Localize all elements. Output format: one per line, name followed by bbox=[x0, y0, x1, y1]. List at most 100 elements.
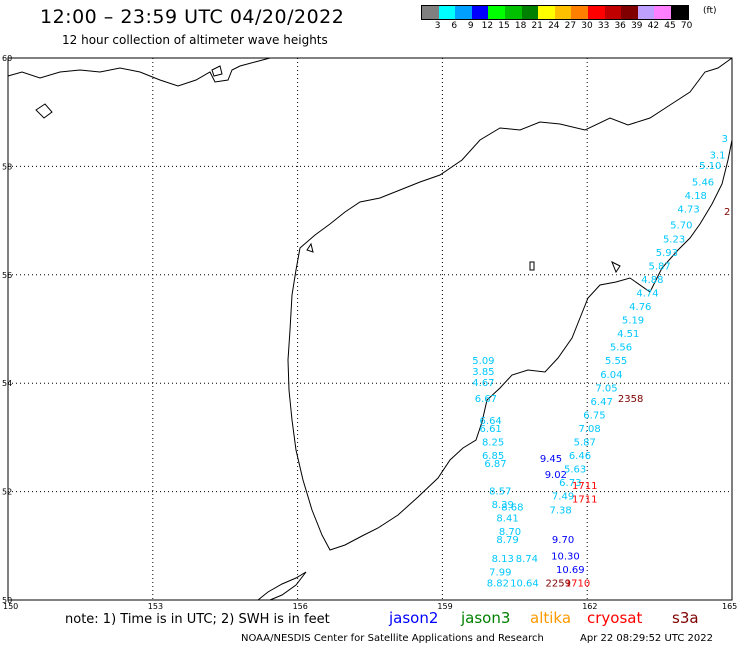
wave-height-value: 6.75 bbox=[583, 410, 605, 421]
okhotsk-north-coast bbox=[7, 57, 271, 87]
wave-height-value: 5.63 bbox=[564, 465, 586, 476]
wave-height-value: 6.73 bbox=[559, 478, 581, 489]
legend-tick-label: 18 bbox=[514, 21, 527, 31]
coastline bbox=[7, 57, 733, 601]
legend-tick-label: 21 bbox=[531, 21, 543, 31]
satellite-legend-cryosat: cryosat bbox=[587, 609, 643, 627]
wave-height-value: 8.41 bbox=[496, 513, 518, 524]
island-4 bbox=[611, 260, 621, 274]
legend-tick-label: 24 bbox=[548, 21, 560, 31]
wave-height-value: 5.87 bbox=[574, 438, 596, 449]
wave-height-value: 1711 bbox=[572, 481, 597, 492]
wave-height-value: 4.88 bbox=[641, 275, 663, 286]
legend-tick-label: 30 bbox=[581, 21, 593, 31]
latitude-label: 52 bbox=[2, 488, 12, 497]
legend-swatch bbox=[587, 6, 605, 19]
wave-height-legend: 3 6 9 12 15 18 21 24 27 30 33 36 39 42 45 70 (ft) bbox=[421, 5, 717, 32]
wave-height-value: 9.02 bbox=[545, 470, 567, 481]
wave-height-value: 6.04 bbox=[600, 370, 622, 381]
legend-swatch bbox=[670, 6, 688, 19]
wave-height-value: 9.70 bbox=[552, 535, 574, 546]
legend-swatch bbox=[504, 6, 522, 19]
legend-tick-label: 15 bbox=[498, 21, 510, 31]
legend-swatch bbox=[654, 6, 671, 19]
wave-height-value: 4.73 bbox=[677, 204, 699, 215]
legend-swatch bbox=[637, 6, 655, 19]
longitude-label: 162 bbox=[582, 602, 597, 611]
wave-height-value: 5.19 bbox=[622, 316, 644, 327]
kamchatka-coastline bbox=[287, 57, 733, 551]
legend-color-bar bbox=[421, 5, 689, 20]
wave-height-value: 6.85 bbox=[482, 451, 504, 462]
wave-height-value: 1711 bbox=[572, 494, 597, 505]
legend-tick-label: 12 bbox=[481, 21, 494, 31]
satellite-legend-jason3: jason3 bbox=[461, 609, 511, 627]
legend-tick-label: 39 bbox=[631, 21, 643, 31]
wave-height-value: 5.09 bbox=[472, 356, 494, 367]
legend-tick-label: 70 bbox=[680, 21, 693, 31]
legend-tick-label: 36 bbox=[614, 21, 626, 31]
legend-tick-label: 33 bbox=[597, 21, 610, 31]
wave-height-value: 6.87 bbox=[484, 459, 506, 470]
wave-height-value: 10.64 bbox=[510, 578, 539, 589]
units-note: note: 1) Time is in UTC; 2) SWH is in fe… bbox=[65, 612, 330, 627]
wave-height-value: 8.68 bbox=[501, 503, 523, 514]
map-title: 12:00 – 23:59 UTC 04/20/2022 bbox=[40, 6, 345, 28]
timestamp-text: Apr 22 08:29:52 UTC 2022 bbox=[580, 633, 713, 644]
wave-height-value: 2 bbox=[724, 207, 730, 218]
wave-height-value: 6.61 bbox=[480, 424, 502, 435]
wave-height-value: 7.99 bbox=[489, 568, 511, 579]
wave-height-value: 4.76 bbox=[629, 302, 651, 313]
wave-height-value: 7.38 bbox=[550, 505, 572, 516]
wave-height-value: 9.45 bbox=[540, 454, 562, 465]
wave-height-value: 8.70 bbox=[499, 527, 521, 538]
map-axis-labels: 150 153 156 159 162 165 50 52 54 56 58 60 bbox=[2, 54, 737, 611]
satellite-legend-jason2: jason2 bbox=[389, 609, 439, 627]
latitude-label: 60 bbox=[2, 54, 12, 63]
longitude-label: 165 bbox=[722, 602, 737, 611]
credit-text: NOAA/NESDIS Center for Satellite Applica… bbox=[241, 633, 544, 644]
satellite-legend-s3a: s3a bbox=[672, 609, 699, 627]
wave-height-value: 5.93 bbox=[656, 248, 678, 259]
island-3 bbox=[529, 261, 535, 271]
wave-height-value: 2259 bbox=[546, 578, 571, 589]
wave-height-value: 6.67 bbox=[475, 394, 497, 405]
wave-height-value: 6.47 bbox=[591, 397, 613, 408]
wave-height-value: 7.05 bbox=[595, 383, 617, 394]
legend-tick-label: 27 bbox=[564, 21, 577, 31]
legend-swatch bbox=[554, 6, 572, 19]
wave-height-value: 8.57 bbox=[489, 486, 511, 497]
longitude-label: 150 bbox=[3, 602, 18, 611]
wave-height-value: 4.67 bbox=[472, 378, 494, 389]
wave-height-value: 10.30 bbox=[551, 551, 580, 562]
legend-swatch bbox=[422, 6, 439, 19]
latitude-label: 58 bbox=[2, 162, 12, 171]
latitude-label: 56 bbox=[2, 271, 12, 280]
wave-height-value: 5.55 bbox=[605, 356, 627, 367]
kuril-islands bbox=[257, 571, 307, 601]
wave-height-value: 8.82 bbox=[487, 578, 509, 589]
wave-height-value: 7.49 bbox=[552, 492, 574, 503]
wave-height-value: 5.46 bbox=[692, 177, 714, 188]
wave-height-value: 5.70 bbox=[670, 221, 692, 232]
legend-swatch bbox=[471, 6, 489, 19]
wave-height-value: 4.18 bbox=[685, 191, 707, 202]
legend-tick-label: 42 bbox=[647, 21, 660, 31]
wave-height-value: 5.87 bbox=[648, 261, 670, 272]
wave-height-value: 8.74 bbox=[516, 554, 538, 565]
wave-height-value: 3.1 bbox=[710, 150, 726, 161]
legend-swatch bbox=[571, 6, 588, 19]
longitude-label: 156 bbox=[293, 602, 308, 611]
legend-swatch bbox=[621, 6, 638, 19]
legend-swatch bbox=[604, 6, 622, 19]
legend-tick-label: 9 bbox=[467, 21, 474, 31]
legend-tick-label: 45 bbox=[664, 21, 676, 31]
latitude-label: 50 bbox=[2, 596, 12, 605]
wave-height-value: 10.69 bbox=[556, 565, 585, 576]
legend-swatch bbox=[438, 6, 456, 19]
wave-height-value: 3.85 bbox=[472, 367, 494, 378]
wave-height-value: 8.13 bbox=[492, 554, 514, 565]
wave-height-value: 1710 bbox=[565, 578, 590, 589]
wave-height-value: 6.64 bbox=[480, 416, 502, 427]
